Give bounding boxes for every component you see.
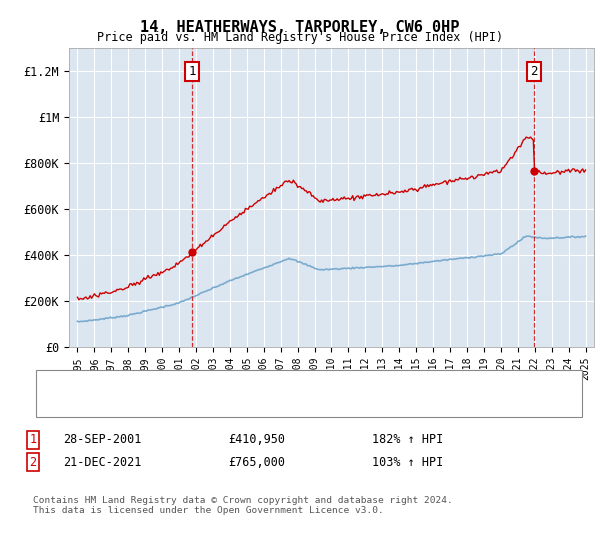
Text: 14, HEATHERWAYS, TARPORLEY, CW6 0HP (detached house): 14, HEATHERWAYS, TARPORLEY, CW6 0HP (det… (69, 378, 394, 388)
Text: 14, HEATHERWAYS, TARPORLEY, CW6 0HP: 14, HEATHERWAYS, TARPORLEY, CW6 0HP (140, 20, 460, 35)
Text: 2: 2 (29, 455, 37, 469)
Text: 21-DEC-2021: 21-DEC-2021 (63, 455, 142, 469)
Text: —: — (45, 398, 54, 413)
Text: Contains HM Land Registry data © Crown copyright and database right 2024.
This d: Contains HM Land Registry data © Crown c… (33, 496, 453, 515)
Text: 28-SEP-2001: 28-SEP-2001 (63, 433, 142, 446)
Text: —: — (45, 375, 54, 390)
Text: 2: 2 (530, 66, 538, 78)
Text: HPI: Average price, detached house, Cheshire West and Chester: HPI: Average price, detached house, Ches… (69, 400, 450, 410)
Text: 1: 1 (188, 66, 196, 78)
Text: 1: 1 (29, 433, 37, 446)
Text: Price paid vs. HM Land Registry's House Price Index (HPI): Price paid vs. HM Land Registry's House … (97, 31, 503, 44)
Text: £765,000: £765,000 (228, 455, 285, 469)
Text: 182% ↑ HPI: 182% ↑ HPI (372, 433, 443, 446)
Text: £410,950: £410,950 (228, 433, 285, 446)
Text: 103% ↑ HPI: 103% ↑ HPI (372, 455, 443, 469)
